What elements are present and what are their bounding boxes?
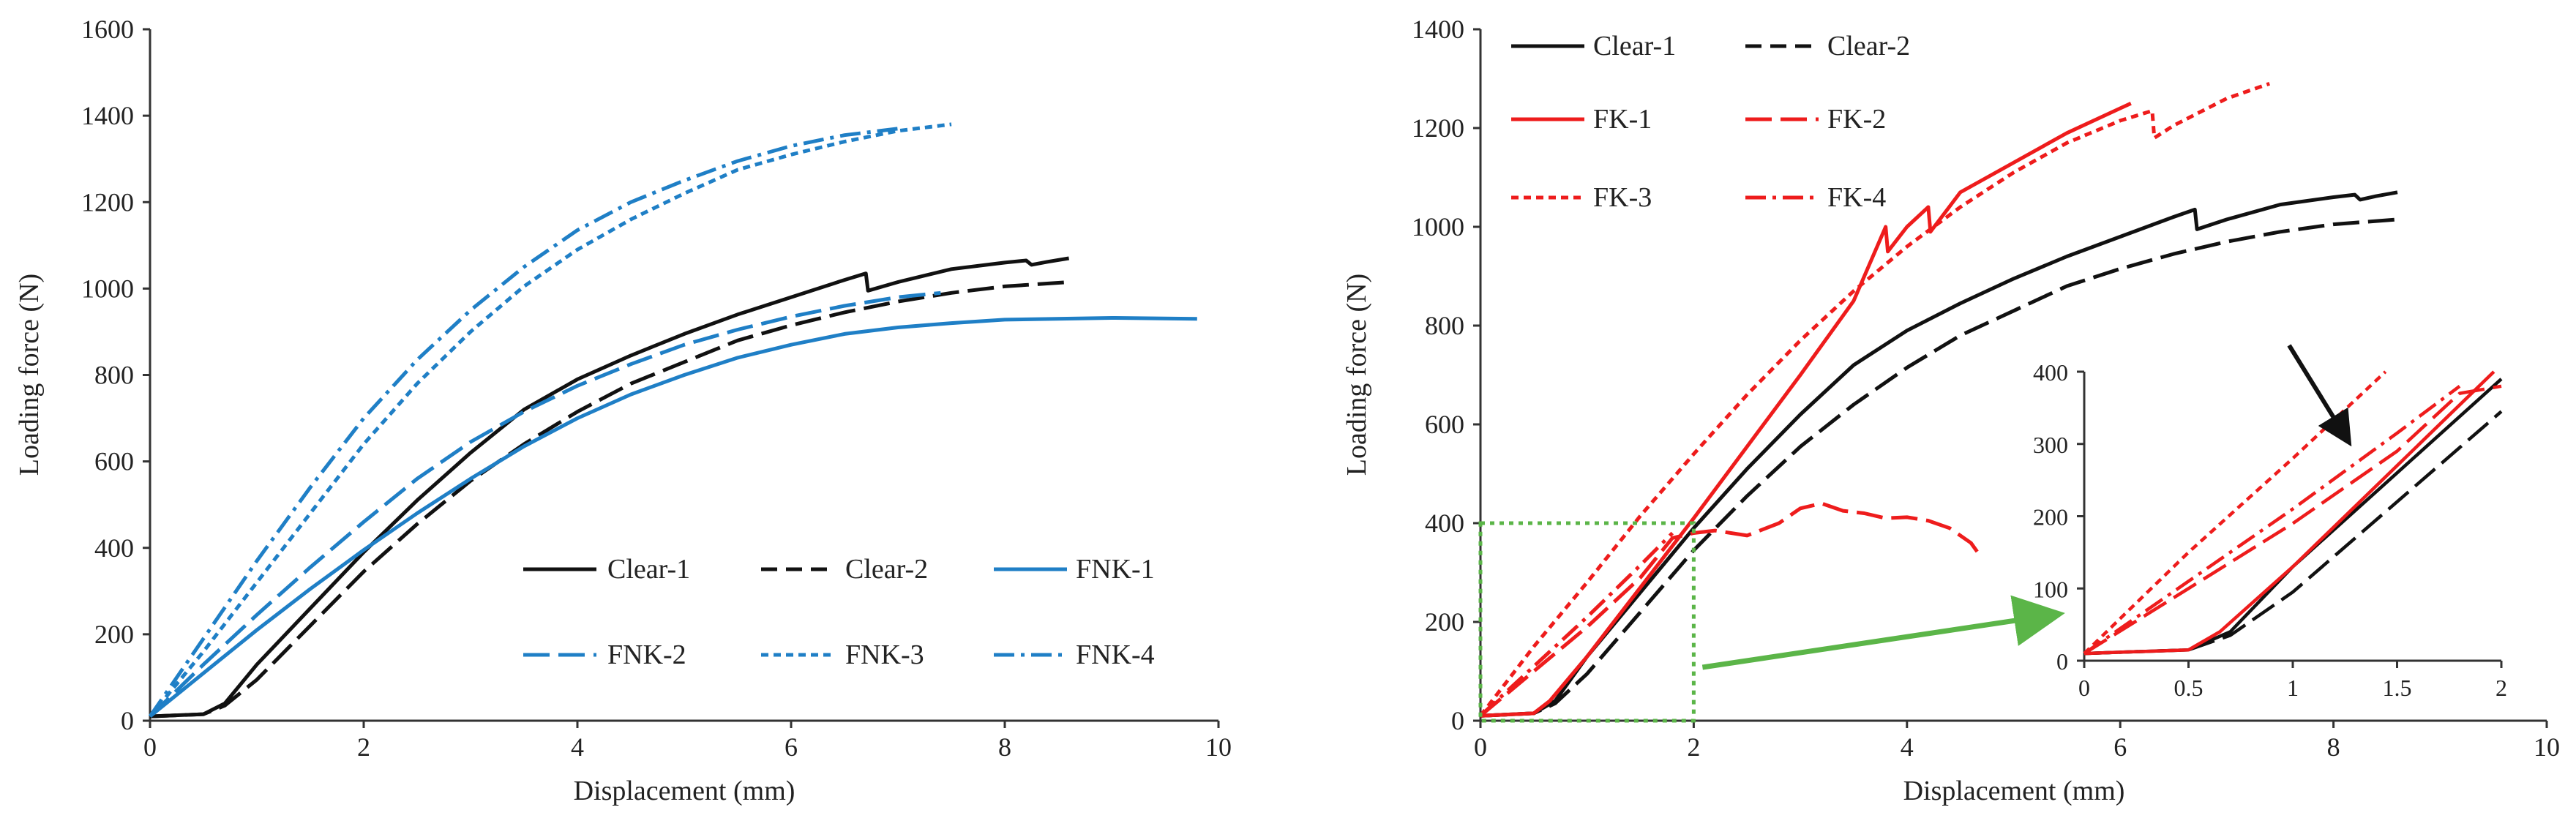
right-legend: Clear-1 Clear-2 FK-1 FK-2 FK-3 FK-4 xyxy=(1511,31,1910,213)
right-y-tick-label: 400 xyxy=(1425,509,1464,538)
legend-label-clear-2: Clear-2 xyxy=(845,554,928,585)
legend-label-clear-1: Clear-1 xyxy=(1593,31,1676,61)
left-x-tick-label: 8 xyxy=(998,732,1011,762)
right-series-clear-2 xyxy=(1480,217,2398,718)
right-y-tick-label: 0 xyxy=(1451,706,1464,735)
left-y-tick-label: 800 xyxy=(94,361,134,390)
legend-label-fnk-2: FNK-2 xyxy=(607,639,686,670)
left-y-tick-label: 1600 xyxy=(81,15,134,44)
right-x-tick-label: 4 xyxy=(1901,732,1914,762)
left-series-fnk-4 xyxy=(148,127,899,718)
right-series-fk-2 xyxy=(1479,501,1983,718)
left-y-tick-label: 400 xyxy=(94,533,134,563)
legend-label-fnk-1: FNK-1 xyxy=(1076,554,1155,585)
inset-x-tick-label: 2 xyxy=(2496,675,2507,701)
inset-series-fk-2 xyxy=(2083,384,2502,656)
left-legend: Clear-1 Clear-2 FNK-1 FNK-2 FNK-3 FNK-4 xyxy=(523,554,1155,670)
right-x-tick-label: 0 xyxy=(1474,732,1487,762)
inset-y-tick-label: 100 xyxy=(2033,576,2068,602)
inset-y-tick-label: 300 xyxy=(2033,432,2068,458)
legend-label-fk-3: FK-3 xyxy=(1593,182,1652,213)
legend-label-fk-1: FK-1 xyxy=(1593,104,1652,135)
inset-y-tick-label: 0 xyxy=(2056,648,2068,675)
left-y-tick-label: 0 xyxy=(121,706,134,735)
inset-background xyxy=(2084,372,2501,661)
right-y-tick-label: 1400 xyxy=(1412,15,1464,44)
left-x-tick-label: 10 xyxy=(1205,732,1232,762)
left-x-tick-label: 0 xyxy=(143,732,157,762)
inset-series-fk-4 xyxy=(2083,384,2461,655)
right-y-tick-label: 800 xyxy=(1425,311,1464,340)
right-x-tick-label: 10 xyxy=(2534,732,2560,762)
left-x-tick-label: 2 xyxy=(357,732,370,762)
right-x-tick-label: 8 xyxy=(2327,732,2340,762)
inset-pointer-arrow xyxy=(2287,344,2352,447)
left-x-tick-label: 6 xyxy=(785,732,798,762)
zoom-region-box xyxy=(1478,521,1696,723)
legend-label-fnk-4: FNK-4 xyxy=(1076,639,1155,670)
left-series-clear-2 xyxy=(149,280,1069,719)
right-y-tick-label: 1000 xyxy=(1412,212,1464,241)
right-series-fk-1 xyxy=(1480,102,2132,718)
left-series-fnk-2 xyxy=(149,290,941,718)
inset-series-fk-1 xyxy=(2083,370,2496,656)
right-y-label: Loading force (N) xyxy=(1341,274,1372,476)
right-series-fk-3 xyxy=(1479,81,2271,717)
left-y-tick-label: 1000 xyxy=(81,274,134,303)
legend-label-clear-1: Clear-1 xyxy=(607,554,690,585)
left-y-label: Loading force (N) xyxy=(14,274,45,476)
right-x-tick-label: 2 xyxy=(1687,732,1700,762)
left-series-fnk-3 xyxy=(149,122,952,718)
chart-left: 0 2 4 6 8 10 0 200 400 600 800 1000 1200 1400 1600 Dis… xyxy=(14,15,1232,806)
inset-x-tick-label: 1.5 xyxy=(2383,675,2412,701)
right-x-label: Displacement (mm) xyxy=(1903,776,2125,806)
left-x-tick-label: 4 xyxy=(571,732,584,762)
left-x-label: Displacement (mm) xyxy=(574,776,795,806)
inset-y-tick-label: 400 xyxy=(2033,359,2068,386)
left-series-fnk-1 xyxy=(149,316,1197,719)
zoom-arrow xyxy=(1701,595,2065,670)
right-series-fk-4 xyxy=(1479,531,1674,718)
right-y-tick-label: 1200 xyxy=(1412,113,1464,143)
right-y-tick-label: 600 xyxy=(1425,410,1464,439)
legend-label-fk-4: FK-4 xyxy=(1827,182,1886,213)
left-y-tick-label: 200 xyxy=(94,620,134,649)
left-y-tick-label: 1200 xyxy=(81,187,134,217)
left-y-tick-label: 1400 xyxy=(81,101,134,130)
inset-x-tick-label: 0.5 xyxy=(2174,675,2204,701)
inset-chart: 0 0.5 1 1.5 2 0 100 200 300 400 xyxy=(2033,344,2507,701)
legend-label-fk-2: FK-2 xyxy=(1827,104,1886,135)
inset-x-tick-label: 1 xyxy=(2287,675,2299,701)
legend-label-clear-2: Clear-2 xyxy=(1827,31,1910,61)
inset-x-tick-label: 0 xyxy=(2078,675,2090,701)
left-y-tick-label: 600 xyxy=(94,447,134,476)
legend-label-fnk-3: FNK-3 xyxy=(845,639,924,670)
inset-y-tick-label: 200 xyxy=(2033,504,2068,530)
right-x-tick-label: 6 xyxy=(2113,732,2127,762)
right-y-tick-label: 200 xyxy=(1425,607,1464,637)
left-series-clear-1 xyxy=(149,256,1070,719)
right-series-clear-1 xyxy=(1480,190,2398,718)
